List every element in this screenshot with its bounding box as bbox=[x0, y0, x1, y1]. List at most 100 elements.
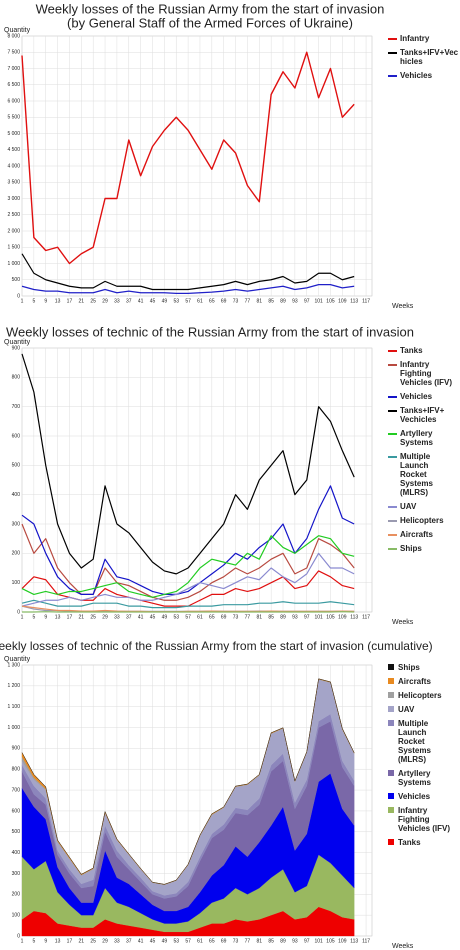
x-tick-label: 117 bbox=[362, 614, 370, 620]
legend-swatch bbox=[388, 506, 397, 508]
y-tick-label: 900 bbox=[12, 345, 21, 351]
x-tick-label: 81 bbox=[257, 938, 263, 944]
legend-item: Artyllery Systems bbox=[388, 769, 454, 787]
y-tick-label: 7 500 bbox=[7, 50, 20, 56]
legend-swatch bbox=[388, 410, 397, 412]
y-tick-label: 5 000 bbox=[7, 131, 20, 137]
legend: Ships Aircrafts Helicopters UAV Multiple Lau… bbox=[388, 663, 454, 852]
y-tick-label: 300 bbox=[12, 521, 21, 527]
x-tick-label: 65 bbox=[209, 938, 215, 944]
x-tick-label: 89 bbox=[280, 614, 286, 620]
chart-subtitle: (by General Staff of the Armed Forces of… bbox=[67, 15, 353, 30]
x-tick-label: 41 bbox=[138, 938, 144, 944]
legend-swatch bbox=[388, 692, 394, 698]
legend-swatch bbox=[388, 364, 397, 366]
y-tick-label: 1 500 bbox=[7, 245, 20, 251]
legend-label: Helicopters bbox=[398, 691, 442, 700]
y-tick-label: 600 bbox=[12, 808, 21, 814]
legend-swatch bbox=[388, 75, 397, 77]
legend-label: Infantry Fighting Vehicles (IFV) bbox=[398, 806, 451, 833]
legend-item: Vehicles bbox=[388, 392, 454, 401]
legend: Tanks Infantry Fighting Vehicles (IFV) Veh… bbox=[388, 346, 454, 558]
x-tick-label: 101 bbox=[314, 938, 323, 944]
legend-swatch bbox=[388, 456, 397, 458]
x-tick-label: 13 bbox=[55, 938, 61, 944]
x-tick-label: 85 bbox=[268, 614, 274, 620]
x-tick-label: 61 bbox=[197, 938, 203, 944]
x-tick-label: 105 bbox=[326, 938, 335, 944]
y-tick-label: 1 000 bbox=[7, 261, 20, 267]
legend: Infantry Tanks+IFV+Vec hicles Vehicles bbox=[388, 34, 458, 85]
x-tick-label: 37 bbox=[126, 298, 132, 304]
legend-item: Tanks+IFV+ Vechicles bbox=[388, 406, 454, 424]
series-line bbox=[21, 485, 355, 595]
x-tick-label: 53 bbox=[173, 614, 179, 620]
x-tick-label: 93 bbox=[292, 298, 298, 304]
chart-title: Weekly losses of the Russian Army from t… bbox=[36, 1, 385, 16]
x-tick-label: 109 bbox=[338, 298, 347, 304]
x-tick-label: 97 bbox=[304, 298, 310, 304]
y-tick-label: 1 000 bbox=[7, 725, 20, 731]
x-axis-label: Weeks bbox=[392, 303, 414, 310]
x-tick-label: 93 bbox=[292, 938, 298, 944]
y-tick-label: 5 500 bbox=[7, 115, 20, 121]
stacked-area bbox=[21, 678, 355, 885]
x-tick-label: 65 bbox=[209, 298, 215, 304]
x-tick-label: 33 bbox=[114, 938, 120, 944]
x-tick-label: 25 bbox=[90, 298, 96, 304]
y-tick-label: 2 500 bbox=[7, 212, 20, 218]
legend-item: Infantry bbox=[388, 34, 454, 43]
x-tick-label: 13 bbox=[55, 298, 61, 304]
x-tick-label: 9 bbox=[44, 938, 47, 944]
y-tick-label: 0 bbox=[17, 293, 20, 299]
x-axis-label: Weeks bbox=[392, 943, 414, 950]
legend-label: Tanks bbox=[400, 346, 423, 355]
x-tick-label: 17 bbox=[67, 298, 73, 304]
x-tick-label: 69 bbox=[221, 298, 227, 304]
legend-label: UAV bbox=[400, 502, 417, 511]
series-line bbox=[21, 353, 355, 575]
legend-label: Aircrafts bbox=[398, 677, 431, 686]
x-tick-label: 25 bbox=[90, 938, 96, 944]
x-tick-label: 1 bbox=[21, 614, 24, 620]
y-tick-label: 100 bbox=[12, 912, 21, 918]
x-tick-label: 33 bbox=[114, 614, 120, 620]
x-tick-label: 105 bbox=[326, 298, 335, 304]
x-tick-label: 61 bbox=[197, 298, 203, 304]
y-axis-label: Quantity bbox=[4, 27, 31, 34]
x-tick-label: 45 bbox=[150, 938, 156, 944]
y-tick-label: 700 bbox=[12, 787, 21, 793]
series-line bbox=[21, 284, 355, 294]
legend-item: Multiple Launch Rocket Systems (MLRS) bbox=[388, 719, 454, 764]
x-tick-label: 49 bbox=[162, 298, 168, 304]
x-tick-label: 17 bbox=[67, 938, 73, 944]
x-tick-label: 29 bbox=[102, 938, 108, 944]
legend-swatch bbox=[388, 350, 397, 352]
x-tick-label: 69 bbox=[221, 938, 227, 944]
chart-title: Weekly losses of technic of the Russian … bbox=[6, 324, 414, 339]
legend-label: Vehicles bbox=[400, 71, 433, 80]
legend-label: Infantry bbox=[400, 34, 430, 43]
y-axis-label: Quantity bbox=[4, 656, 31, 663]
y-axis-label: Quantity bbox=[4, 339, 31, 346]
y-tick-label: 800 bbox=[12, 767, 21, 773]
x-tick-label: 21 bbox=[79, 614, 85, 620]
legend-item: Infantry Fighting Vehicles (IFV) bbox=[388, 806, 454, 833]
legend-label: Helicopters bbox=[400, 516, 444, 525]
y-tick-label: 3 000 bbox=[7, 196, 20, 202]
x-tick-label: 89 bbox=[280, 938, 286, 944]
legend-swatch bbox=[388, 793, 394, 799]
x-tick-label: 49 bbox=[162, 938, 168, 944]
x-tick-label: 13 bbox=[55, 614, 61, 620]
x-tick-label: 17 bbox=[67, 614, 73, 620]
x-tick-label: 105 bbox=[326, 614, 335, 620]
x-tick-label: 5 bbox=[32, 938, 35, 944]
y-tick-label: 7 000 bbox=[7, 66, 20, 72]
y-tick-label: 500 bbox=[12, 829, 21, 835]
legend-label: Tanks bbox=[398, 838, 421, 847]
legend-item: Aircrafts bbox=[388, 530, 454, 539]
legend-swatch bbox=[388, 807, 394, 813]
y-tick-label: 4 000 bbox=[7, 163, 20, 169]
